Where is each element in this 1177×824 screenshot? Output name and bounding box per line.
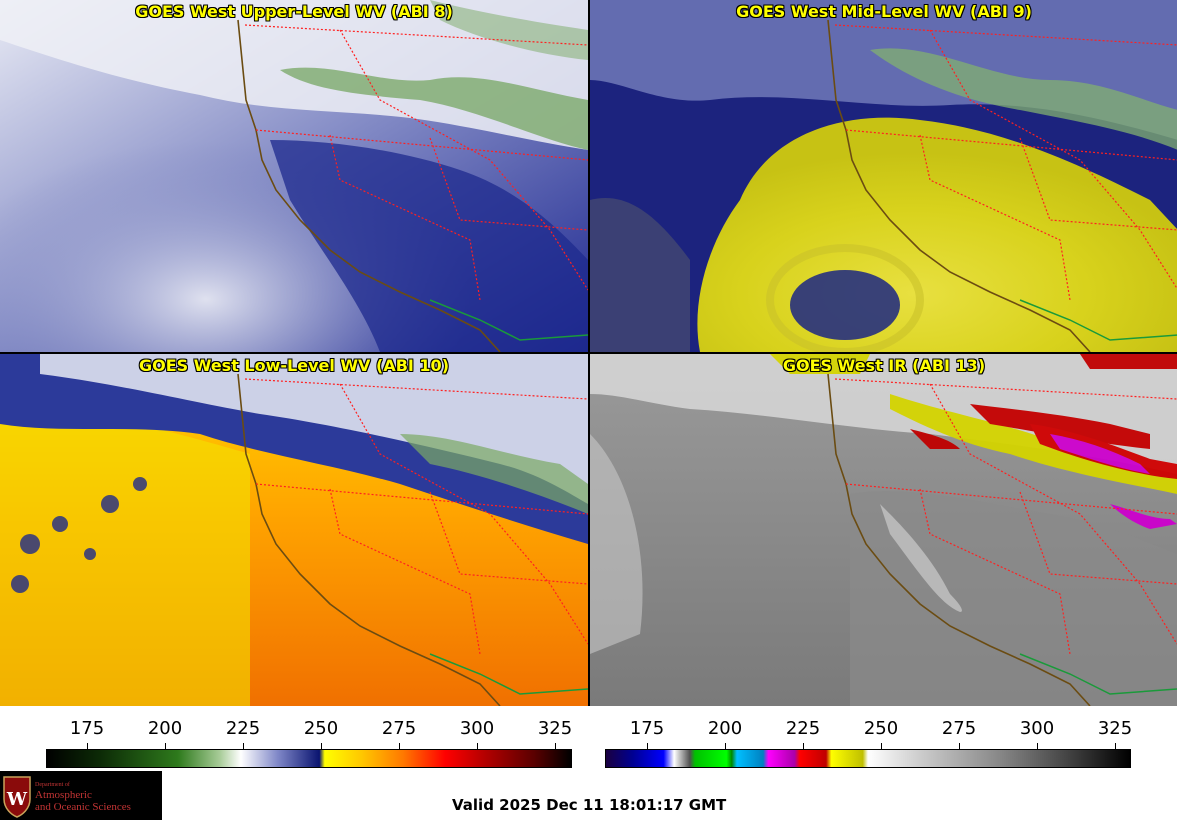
tick-mark <box>555 743 556 749</box>
valid-time: Valid 2025 Dec 11 18:01:17 GMT <box>452 796 727 814</box>
colorbar-right-ticks: 175 200 225 250 275 300 325 <box>590 718 1177 740</box>
panel-divider-horizontal <box>0 352 1177 354</box>
tick-label: 225 <box>225 718 261 739</box>
mid-level-wv-image <box>590 0 1177 352</box>
tick-label: 175 <box>629 718 665 739</box>
tick-mark <box>881 743 882 749</box>
logo-line-3: and Oceanic Sciences <box>35 801 131 813</box>
tick-label: 300 <box>459 718 495 739</box>
tick-mark <box>1115 743 1116 749</box>
logo-line-2: Atmospheric <box>35 789 92 801</box>
tick-label: 250 <box>303 718 339 739</box>
panel-title: GOES West Mid-Level WV (ABI 9) <box>736 2 1032 21</box>
panel-low-level-wv: GOES West Low-Level WV (ABI 10) <box>0 354 588 706</box>
tick-label: 325 <box>1097 718 1133 739</box>
panel-mid-level-wv: GOES West Mid-Level WV (ABI 9) <box>590 0 1177 352</box>
infrared-image <box>590 354 1177 706</box>
tick-mark <box>959 743 960 749</box>
tick-label: 300 <box>1019 718 1055 739</box>
tick-mark <box>1037 743 1038 749</box>
panel-upper-level-wv: GOES West Upper-Level WV (ABI 8) <box>0 0 588 352</box>
panel-title: GOES West Upper-Level WV (ABI 8) <box>135 2 453 21</box>
tick-label: 250 <box>863 718 899 739</box>
tick-mark <box>165 743 166 749</box>
tick-mark <box>87 743 88 749</box>
tick-mark <box>243 743 244 749</box>
upper-level-wv-image <box>0 0 588 352</box>
colorbar-infrared <box>605 749 1131 768</box>
tick-label: 325 <box>537 718 573 739</box>
panel-title: GOES West IR (ABI 13) <box>782 356 986 375</box>
colorbar-left-ticks: 175 200 225 250 275 300 325 <box>0 718 588 740</box>
panel-title: GOES West Low-Level WV (ABI 10) <box>138 356 449 375</box>
colorbar-water-vapor <box>46 749 572 768</box>
logo-line-1: Department of <box>35 781 70 788</box>
tick-mark <box>321 743 322 749</box>
tick-label: 225 <box>785 718 821 739</box>
tick-label: 175 <box>69 718 105 739</box>
low-level-wv-image <box>0 354 588 706</box>
panel-infrared: GOES West IR (ABI 13) <box>590 354 1177 706</box>
tick-label: 275 <box>381 718 417 739</box>
tick-mark <box>803 743 804 749</box>
tick-label: 200 <box>147 718 183 739</box>
uw-aos-logo: W Department of Atmospheric and Oceanic … <box>0 771 162 820</box>
tick-mark <box>399 743 400 749</box>
tick-mark <box>647 743 648 749</box>
tick-mark <box>725 743 726 749</box>
logo-emblem: W <box>6 789 28 810</box>
tick-mark <box>477 743 478 749</box>
tick-label: 275 <box>941 718 977 739</box>
tick-label: 200 <box>707 718 743 739</box>
